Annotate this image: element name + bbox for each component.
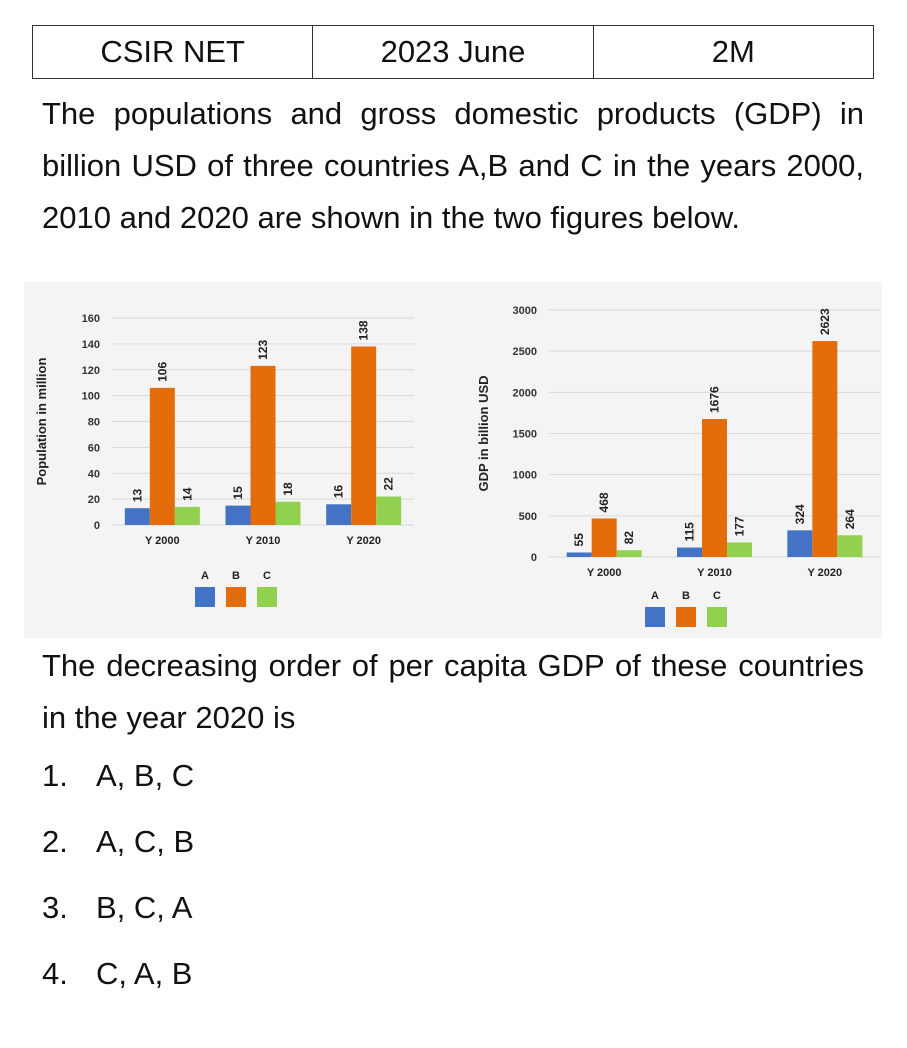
option-2[interactable]: 2. A, C, B: [42, 824, 194, 890]
legend-label: B: [682, 590, 690, 602]
bar-C: [376, 496, 402, 525]
data-label: 13: [130, 489, 144, 503]
legend-label: C: [713, 590, 721, 602]
bar-A: [225, 505, 251, 525]
y-tick-label: 120: [82, 365, 100, 377]
data-label: 14: [180, 487, 194, 501]
y-tick-label: 100: [82, 391, 100, 403]
bar-B: [591, 518, 617, 557]
data-label: 18: [281, 482, 295, 496]
legend-swatch-C: [257, 587, 277, 607]
population-chart: 0 20 40 60 80 100 120 140 160 Population in milli…: [34, 313, 414, 607]
data-label: 1676: [708, 386, 722, 413]
data-label: 138: [357, 320, 371, 340]
option-text: A, B, C: [96, 758, 195, 793]
bar-A: [566, 552, 592, 557]
header-marks: 2M: [711, 34, 755, 69]
question-prompt: The decreasing order of per capita GDP o…: [42, 648, 864, 735]
y-tick-label: 500: [519, 511, 537, 523]
option-text: C, A, B: [96, 956, 193, 991]
legend-swatch-B: [226, 587, 246, 607]
category-label: Y 2010: [697, 567, 732, 579]
data-label: 177: [733, 516, 747, 536]
gdp-chart: 0 500 1000 1500 2000 2500 3000 GDP in billion U…: [476, 305, 880, 627]
y-axis-label: Population in million: [34, 358, 49, 486]
data-label: 22: [382, 477, 396, 491]
bar-B: [351, 346, 377, 525]
legend-swatch-C: [707, 607, 727, 627]
legend-label: A: [651, 590, 659, 602]
option-1[interactable]: 1. A, B, C: [42, 758, 194, 824]
bar-C: [174, 506, 200, 525]
y-tick-label: 2500: [513, 346, 537, 358]
y-tick-label: 160: [82, 313, 100, 325]
y-axis-label: GDP in billion USD: [476, 375, 491, 491]
legend-label: C: [263, 570, 271, 582]
bar-A: [677, 547, 702, 557]
y-tick-label: 60: [88, 442, 100, 454]
data-label: 123: [256, 340, 270, 360]
category-label: Y 2000: [587, 567, 622, 579]
option-text: B, C, A: [96, 890, 193, 925]
y-tick-label: 20: [88, 494, 100, 506]
header-session: 2023 June: [313, 26, 594, 78]
bar-B: [702, 419, 727, 557]
data-label: 2623: [818, 308, 832, 335]
header-table: CSIR NET 2023 June 2M: [32, 25, 874, 79]
y-tick-label: 140: [82, 339, 100, 351]
bar-B: [149, 387, 175, 525]
legend-label: B: [232, 570, 240, 582]
y-tick-label: 1500: [513, 429, 537, 441]
y-tick-label: 40: [88, 468, 100, 480]
charts-panel: 0 20 40 60 80 100 120 140 160 Population in milli…: [24, 282, 882, 638]
bar-C: [275, 501, 301, 525]
bar-B: [812, 341, 838, 557]
data-label: 106: [155, 362, 169, 382]
legend-swatch-B: [676, 607, 696, 627]
data-label: 264: [843, 509, 857, 529]
data-label: 55: [572, 533, 586, 547]
y-tick-label: 2000: [513, 387, 537, 399]
data-label: 82: [622, 531, 636, 545]
legend-swatch-A: [195, 587, 215, 607]
option-number: 1.: [42, 758, 68, 793]
option-text: A, C, B: [96, 824, 195, 859]
category-label: Y 2020: [807, 567, 842, 579]
bar-A: [124, 508, 150, 525]
bar-C: [616, 550, 642, 557]
data-label: 324: [793, 504, 807, 524]
y-tick-label: 3000: [513, 305, 537, 317]
data-label: 16: [332, 485, 346, 499]
category-label: Y 2020: [346, 535, 381, 547]
bar-A: [326, 504, 352, 525]
legend-swatch-A: [645, 607, 665, 627]
data-label: 115: [683, 522, 697, 542]
question-intro: The populations and gross domestic produ…: [42, 96, 864, 235]
option-3[interactable]: 3. B, C, A: [42, 890, 194, 956]
option-4[interactable]: 4. C, A, B: [42, 956, 194, 1022]
bar-C: [837, 535, 863, 557]
y-tick-label: 1000: [513, 470, 537, 482]
bar-A: [787, 530, 813, 557]
options-list: 1. A, B, C 2. A, C, B 3. B, C, A 4. C, A…: [42, 758, 194, 1022]
bar-C: [727, 542, 752, 557]
legend-label: A: [201, 570, 209, 582]
data-label: 468: [597, 492, 611, 512]
header-exam: CSIR NET: [33, 26, 314, 78]
option-number: 4.: [42, 956, 68, 991]
category-label: Y 2000: [145, 535, 180, 547]
option-number: 2.: [42, 824, 68, 859]
y-tick-label: 0: [94, 520, 100, 532]
option-number: 3.: [42, 890, 68, 925]
y-tick-label: 80: [88, 417, 100, 429]
bar-B: [250, 365, 276, 525]
category-label: Y 2010: [246, 535, 281, 547]
y-tick-label: 0: [531, 552, 537, 564]
data-label: 15: [231, 486, 245, 500]
